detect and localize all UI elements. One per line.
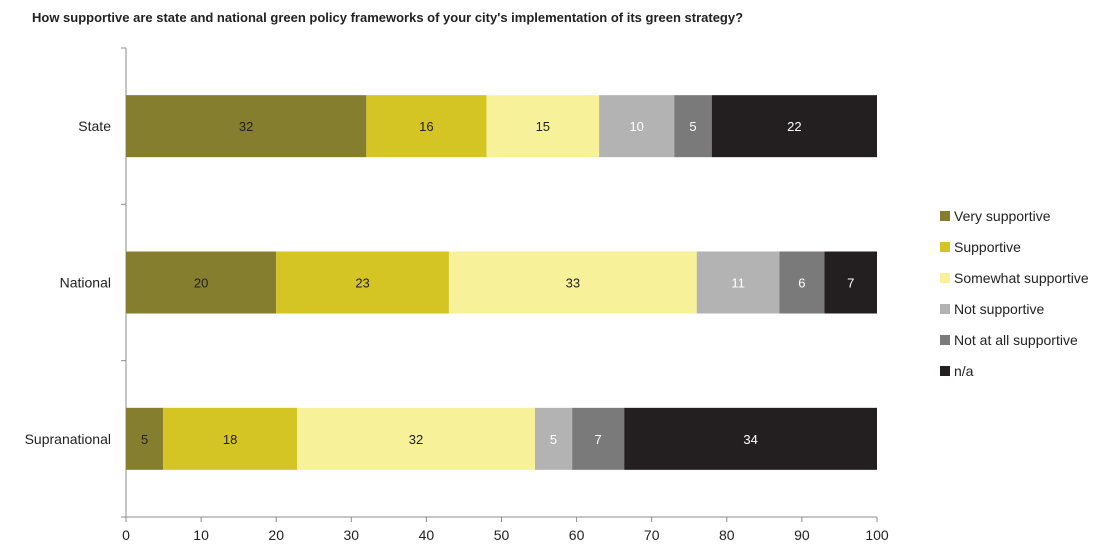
legend-swatch <box>940 334 950 345</box>
bar-segment <box>126 407 164 470</box>
legend-item: n/a <box>940 355 1089 386</box>
legend-item: Very supportive <box>940 200 1089 231</box>
bar-segment <box>126 95 367 158</box>
bar-segment <box>624 407 877 470</box>
legend-label: Not supportive <box>954 300 1045 317</box>
data-label: 7 <box>847 276 854 291</box>
data-label: 16 <box>419 119 433 134</box>
data-label: 23 <box>355 276 369 291</box>
bar-segment <box>297 407 535 470</box>
legend-label: Not at all supportive <box>954 331 1078 348</box>
category-label: State <box>78 118 111 134</box>
legend-swatch <box>940 210 950 221</box>
legend-item: Not supportive <box>940 293 1089 324</box>
category-label: Supranational <box>25 431 111 447</box>
x-tick-label: 20 <box>268 527 284 543</box>
x-tick-label: 100 <box>865 527 889 543</box>
data-label: 5 <box>550 432 557 447</box>
legend-label: Very supportive <box>954 207 1051 224</box>
bar-segment <box>163 407 298 470</box>
legend-item: Not at all supportive <box>940 324 1089 355</box>
data-label: 7 <box>595 432 602 447</box>
x-tick-label: 40 <box>419 527 435 543</box>
legend-swatch <box>940 365 950 376</box>
legend-item: Somewhat supportive <box>940 262 1089 293</box>
bar-segment <box>486 95 600 158</box>
bar-segment <box>599 95 675 158</box>
data-label: 15 <box>536 119 550 134</box>
data-label: 5 <box>141 432 148 447</box>
legend-swatch <box>940 303 950 314</box>
bar-segment <box>824 251 877 314</box>
bar-segment <box>674 95 712 158</box>
category-label: National <box>60 275 111 291</box>
x-tick-label: 10 <box>193 527 209 543</box>
bars <box>126 95 877 470</box>
bar-segment <box>534 407 573 470</box>
data-label: 22 <box>787 119 801 134</box>
bar-segment <box>448 251 697 314</box>
data-label: 33 <box>566 276 580 291</box>
legend-swatch <box>940 241 950 252</box>
bar-segment <box>366 95 487 158</box>
data-label: 11 <box>731 276 745 291</box>
data-label: 6 <box>798 276 805 291</box>
bar-segment <box>779 251 825 314</box>
x-tick-label: 90 <box>794 527 810 543</box>
data-label: 18 <box>223 432 237 447</box>
labels: 0 10 20 30 40 50 60 70 80 90 100 State 32 16 15 10 5 22 Na… <box>25 118 889 543</box>
data-label: 32 <box>239 119 253 134</box>
bar-segment <box>126 251 277 314</box>
bar-segment <box>696 251 780 314</box>
x-tick-label: 60 <box>569 527 585 543</box>
x-tick-label: 0 <box>122 527 130 543</box>
chart-title: How supportive are state and national gr… <box>32 10 744 25</box>
x-tick-label: 30 <box>344 527 360 543</box>
x-tick-label: 70 <box>644 527 660 543</box>
bar-segment <box>572 407 625 470</box>
bar-segment <box>711 95 877 158</box>
x-tick-label: 50 <box>494 527 510 543</box>
bar-segment <box>276 251 449 314</box>
legend-item: Supportive <box>940 231 1089 262</box>
data-label: 10 <box>629 119 643 134</box>
legend-label: n/a <box>954 362 974 379</box>
data-label: 32 <box>409 432 423 447</box>
legend-label: Supportive <box>954 238 1021 255</box>
legend-label: Somewhat supportive <box>954 269 1089 286</box>
data-label: 5 <box>689 119 696 134</box>
legend: Very supportive Supportive Somewhat suppor… <box>940 200 1089 386</box>
data-label: 20 <box>194 276 208 291</box>
data-label: 34 <box>743 432 757 447</box>
x-tick-label: 80 <box>719 527 735 543</box>
legend-swatch <box>940 272 950 283</box>
